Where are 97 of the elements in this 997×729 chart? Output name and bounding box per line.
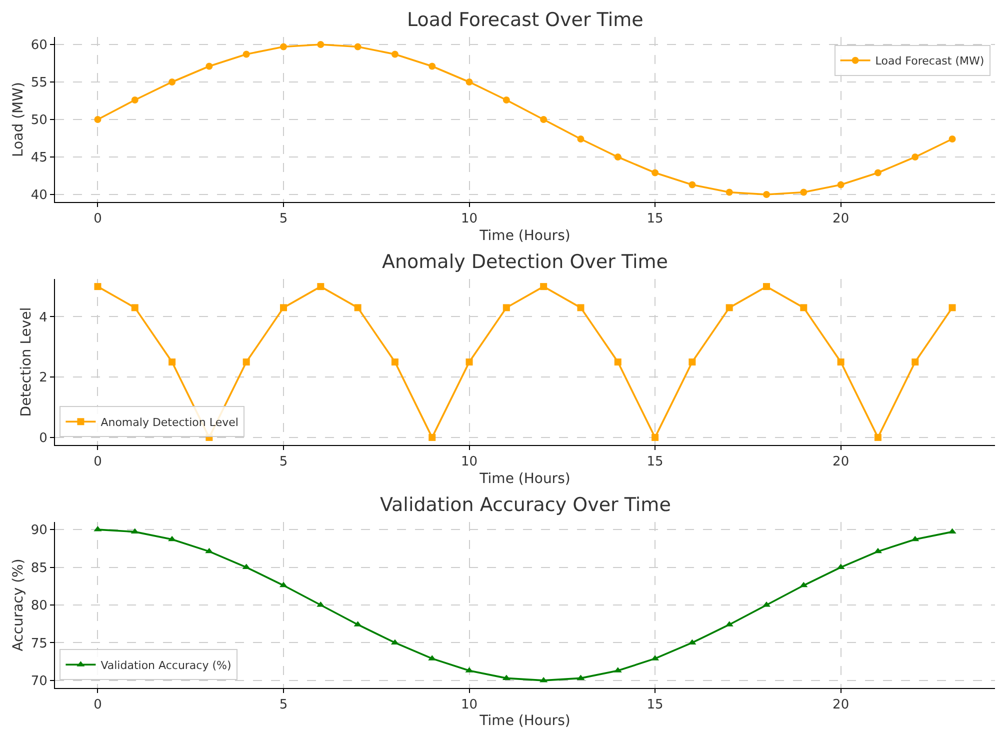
x-tick-label: 15 [646, 212, 664, 227]
y-tick-label: 70 [30, 674, 48, 689]
point [614, 358, 622, 366]
point [354, 43, 362, 50]
point [837, 181, 844, 188]
point [466, 78, 473, 86]
x-tick-label: 0 [94, 454, 102, 470]
legend-label: Anomaly Detection Level [100, 416, 238, 429]
point [502, 96, 510, 104]
y-tick-label: 85 [30, 560, 48, 576]
point [837, 358, 844, 366]
point [800, 304, 808, 312]
y-tick-label: 75 [30, 636, 48, 652]
point [540, 116, 548, 123]
x-axis-title: Time (Hours) [478, 470, 570, 487]
point [94, 116, 102, 123]
point [280, 304, 287, 312]
y-tick-label: 55 [30, 76, 48, 91]
point [206, 62, 213, 70]
y-tick-label: 4 [39, 310, 48, 326]
point [168, 536, 176, 542]
y-tick-label: 60 [30, 38, 48, 54]
point [130, 528, 139, 534]
point [688, 358, 696, 366]
y-tick-label: 0 [39, 431, 48, 446]
point [688, 181, 696, 188]
point [726, 304, 733, 312]
point [912, 358, 919, 366]
point [540, 283, 548, 290]
point [763, 191, 770, 198]
point [540, 676, 548, 682]
point [317, 41, 324, 48]
y-tick-label: 80 [30, 598, 48, 614]
point [948, 528, 956, 534]
point [391, 358, 398, 366]
point [726, 188, 733, 196]
point [354, 304, 362, 312]
x-tick-label: 5 [279, 454, 288, 470]
point [428, 62, 436, 70]
point [874, 434, 882, 441]
point [131, 304, 138, 312]
point [502, 304, 510, 312]
point [168, 358, 176, 366]
point [131, 96, 138, 104]
x-tick-label: 20 [832, 698, 850, 713]
point [168, 78, 176, 86]
x-tick-label: 5 [279, 698, 288, 713]
point [242, 564, 250, 570]
y-tick-label: 50 [30, 113, 48, 128]
x-tick-label: 10 [460, 454, 478, 470]
chart-title: Anomaly Detection Over Time [382, 251, 668, 273]
point [577, 136, 584, 142]
x-tick-label: 20 [832, 212, 850, 227]
point [242, 358, 250, 366]
point [391, 50, 398, 58]
legend-label: Validation Accuracy (%) [100, 658, 232, 672]
y-axis-title: Detection Level [18, 307, 35, 417]
x-axis-title: Time (Hours) [478, 713, 570, 729]
point [652, 434, 659, 441]
point [94, 283, 102, 290]
point [836, 564, 845, 570]
point [428, 434, 436, 441]
x-tick-label: 0 [94, 698, 102, 713]
point [205, 548, 214, 554]
y-axis-title: Load (MW) [10, 82, 26, 157]
point [800, 582, 808, 588]
x-tick-label: 0 [94, 212, 102, 227]
point [800, 188, 808, 196]
x-tick-label: 15 [646, 698, 664, 713]
x-tick-label: 15 [646, 454, 664, 470]
point [874, 169, 882, 176]
point [317, 283, 324, 290]
x-tick-label: 20 [832, 454, 850, 470]
chart-title: Validation Accuracy Over Time [380, 494, 671, 516]
chart-title: Load Forecast Over Time [407, 9, 644, 31]
point [948, 304, 956, 312]
point [280, 43, 287, 50]
y-axis-title: Accuracy (%) [10, 558, 26, 652]
point [652, 169, 659, 176]
point [948, 136, 956, 142]
x-axis-title: Time (Hours) [478, 228, 570, 244]
point [577, 304, 584, 312]
point [763, 283, 770, 290]
y-tick-label: 45 [30, 150, 48, 166]
point [874, 548, 882, 554]
x-tick-label: 10 [460, 698, 478, 713]
point [912, 154, 919, 160]
x-tick-label: 10 [460, 212, 478, 227]
point [242, 50, 250, 58]
point [911, 536, 920, 542]
y-tick-label: 90 [30, 523, 48, 538]
legend-label: Load Forecast (MW) [875, 54, 984, 68]
point [466, 358, 473, 366]
point [614, 154, 622, 160]
y-tick-label: 2 [39, 370, 48, 386]
y-tick-label: 40 [30, 188, 48, 204]
x-tick-label: 5 [279, 212, 288, 227]
